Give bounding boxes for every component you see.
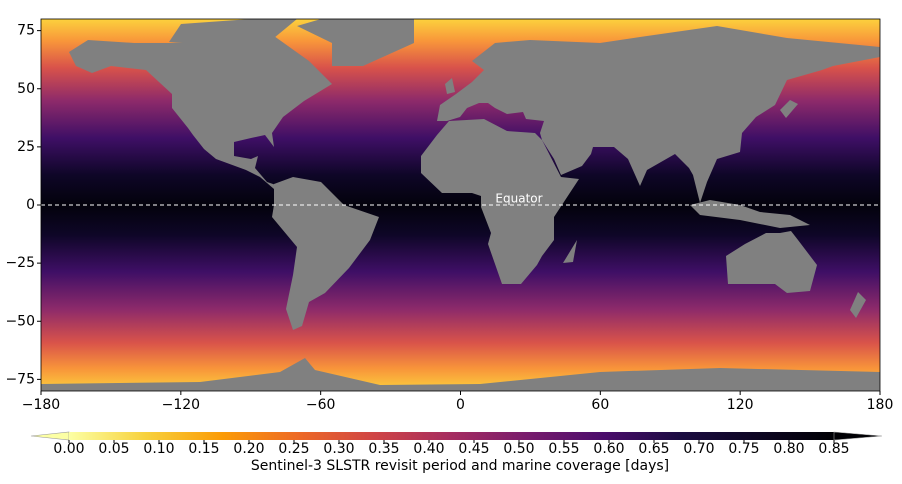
x-tick-label: 120 [727, 397, 754, 413]
y-tick-label: 50 [17, 81, 35, 97]
map-area: Equator [40, 18, 881, 392]
colorbar-tick-label: 0.80 [773, 441, 804, 457]
y-tick-label: −25 [5, 255, 35, 271]
equator-label: Equator [495, 192, 542, 206]
y-tick-label: −75 [5, 371, 35, 387]
colorbar-tick-label: 0.40 [413, 441, 444, 457]
colorbar [69, 432, 834, 440]
y-tick-label: −50 [5, 313, 35, 329]
colorbar-tick-label: 0.05 [98, 441, 129, 457]
x-tick-label: −60 [306, 397, 336, 413]
colorbar-tick-label: 0.55 [548, 441, 579, 457]
x-tick-label: −120 [162, 397, 200, 413]
land [41, 19, 880, 391]
colorbar-tick-label: 0.60 [593, 441, 624, 457]
colorbar-tick-label: 0.10 [143, 441, 174, 457]
colorbar-tick-label: 0.65 [638, 441, 669, 457]
x-tick-label: −180 [22, 397, 60, 413]
y-tick-label: 0 [26, 197, 35, 213]
colorbar-tick-label: 0.35 [368, 441, 399, 457]
colorbar-extend-low [30, 431, 70, 441]
colorbar-tick-label: 0.85 [818, 441, 849, 457]
colorbar-tick-label: 0.30 [323, 441, 354, 457]
colorbar-label: Sentinel-3 SLSTR revisit period and mari… [251, 458, 669, 474]
y-tick-label: 25 [17, 139, 35, 155]
colorbar-tick-label: 0.70 [683, 441, 714, 457]
colorbar-tick-label: 0.45 [458, 441, 489, 457]
colorbar-tick-label: 0.00 [53, 441, 84, 457]
colorbar-tick-label: 0.75 [728, 441, 759, 457]
x-tick-label: 0 [456, 397, 465, 413]
y-tick-label: 75 [17, 23, 35, 39]
colorbar-tick-label: 0.25 [278, 441, 309, 457]
colorbar-extend-high [833, 431, 883, 441]
x-tick-label: 60 [591, 397, 609, 413]
x-tick-label: 180 [867, 397, 894, 413]
colorbar-tick-label: 0.50 [503, 441, 534, 457]
colorbar-tick-label: 0.15 [188, 441, 219, 457]
colorbar-tick-label: 0.20 [233, 441, 264, 457]
